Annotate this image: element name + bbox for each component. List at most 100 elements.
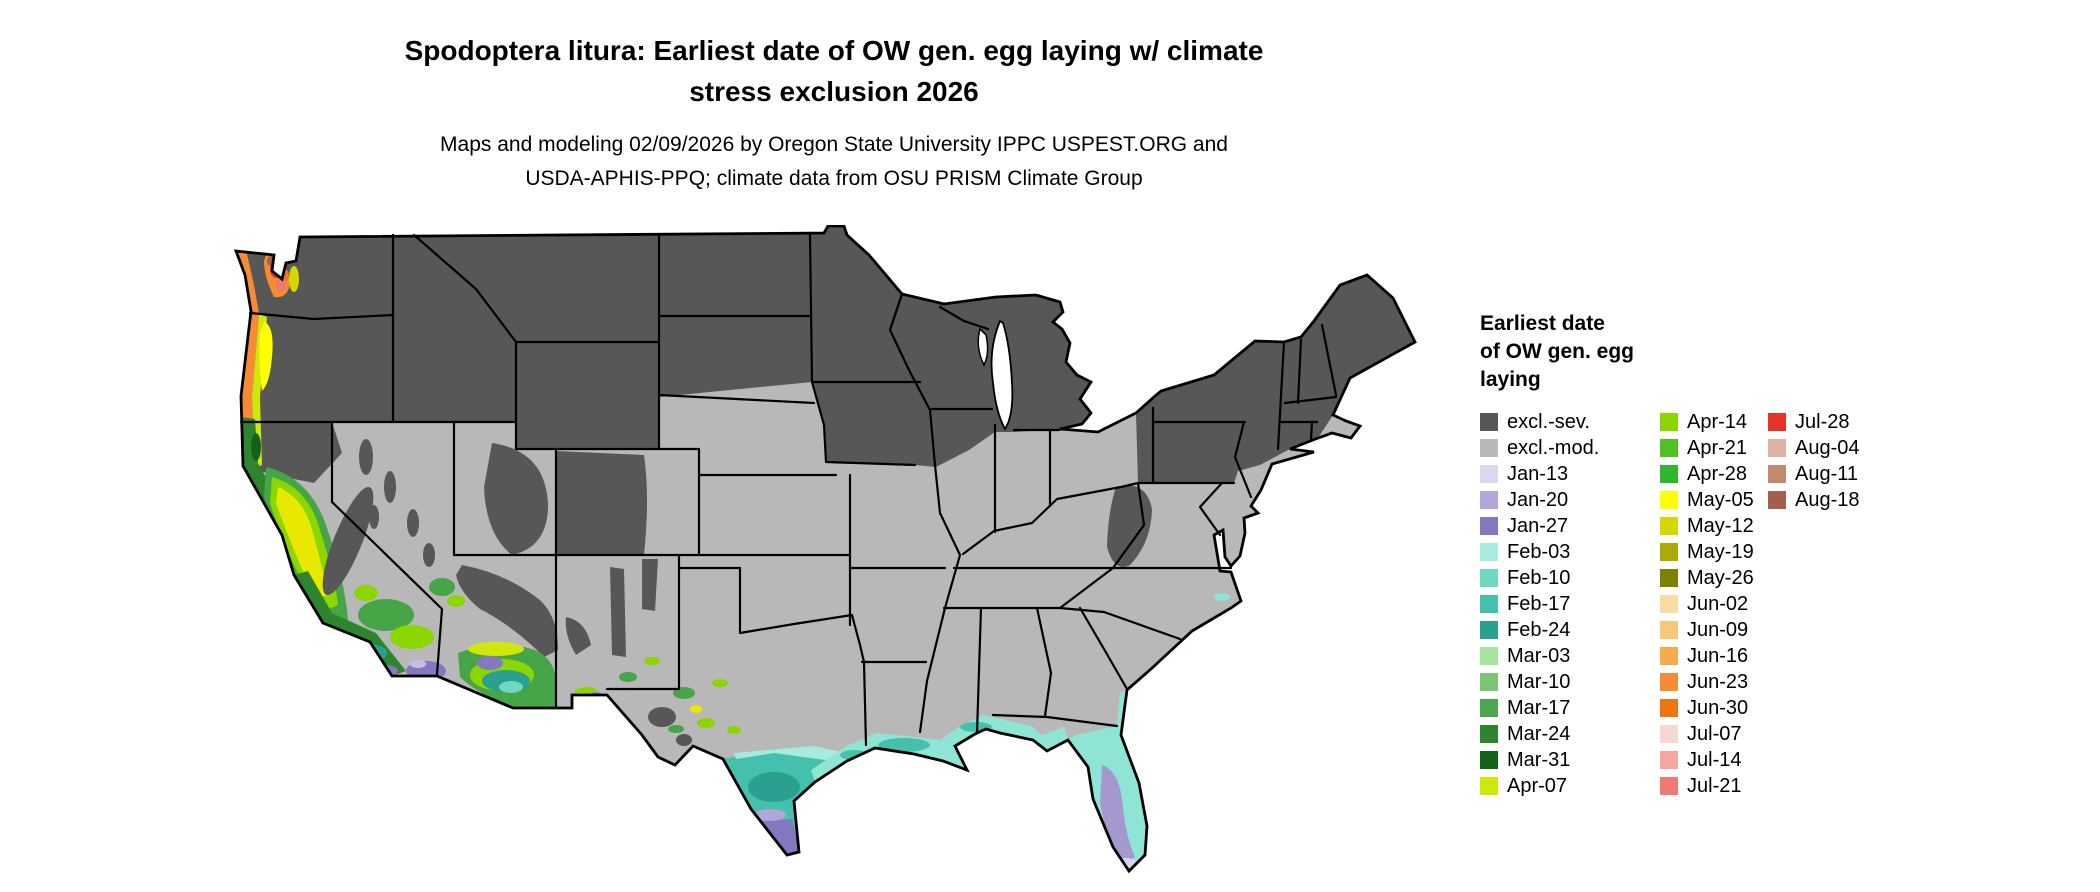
legend-swatch xyxy=(1480,673,1498,691)
legend-entry-label: Feb-10 xyxy=(1507,566,1571,589)
legend-swatch xyxy=(1660,413,1678,431)
patch-new-mexico-south-4 xyxy=(589,699,605,707)
legend-entry-label: Mar-24 xyxy=(1507,722,1571,745)
patch-puget-yellow-fringe xyxy=(289,266,299,292)
legend-swatch xyxy=(1480,751,1498,769)
legend-entry-label: Mar-10 xyxy=(1507,670,1571,693)
legend-swatch xyxy=(1768,413,1786,431)
patch-west-texas-3 xyxy=(712,679,728,687)
legend-entry: Feb-24 xyxy=(1480,617,1660,643)
dark-terrain-patch-black-hills xyxy=(664,350,690,380)
legend-entry-label: Jul-21 xyxy=(1687,774,1742,797)
legend-entry-label: Jun-23 xyxy=(1687,670,1749,693)
dark-terrain-patch-nevada-2 xyxy=(384,471,396,503)
legend-swatch xyxy=(1660,621,1678,639)
legend-entry: Aug-18 xyxy=(1768,487,1868,513)
legend-swatch xyxy=(1480,439,1498,457)
legend-entry-label: Mar-17 xyxy=(1507,696,1571,719)
legend-entry-label: excl.-sev. xyxy=(1507,410,1590,433)
patch-phoenix-purple xyxy=(477,656,503,670)
legend-entry: Jan-27 xyxy=(1480,513,1660,539)
legend-entry: Mar-03 xyxy=(1480,643,1660,669)
great-lakes xyxy=(977,319,1014,431)
legend-entry: May-12 xyxy=(1660,513,1768,539)
legend-entry: May-05 xyxy=(1660,487,1768,513)
legend-columns: excl.-sev. excl.-mod. Jan-13 Jan-20 Jan-27 Fe… xyxy=(1480,409,1880,799)
region-excluded-severe-northeast xyxy=(1136,275,1415,483)
patch-willamette-yellow xyxy=(259,321,273,391)
legend-entry: excl.-sev. xyxy=(1480,409,1660,435)
legend-column: Jul-28 Aug-04 Aug-11 Aug-18 xyxy=(1768,409,1868,513)
legend-entry: Jan-20 xyxy=(1480,487,1660,513)
legend-swatch xyxy=(1768,491,1786,509)
legend-swatch xyxy=(1480,465,1498,483)
legend: Earliest date of OW gen. egg laying excl… xyxy=(1480,310,1880,799)
region-colorado-rockies-dark xyxy=(556,451,647,555)
patch-new-mexico-south-2 xyxy=(619,672,637,682)
patch-south-texas-cyan-fringe xyxy=(734,746,859,763)
legend-entry: Mar-31 xyxy=(1480,747,1660,773)
state-borders-west xyxy=(239,233,928,747)
legend-swatch xyxy=(1660,777,1678,795)
legend-swatch xyxy=(1480,777,1498,795)
legend-entry-label: Jun-02 xyxy=(1687,592,1749,615)
patch-owens-chartreuse xyxy=(354,585,378,601)
legend-title-line-3: laying xyxy=(1480,368,1541,391)
region-sangre-de-cristo-dark xyxy=(642,559,658,611)
subtitle-line-2: USDA-APHIS-PPQ; climate data from OSU PR… xyxy=(525,167,1143,190)
patch-puget-salmon xyxy=(276,278,286,292)
region-excluded-severe-north xyxy=(236,226,1091,483)
legend-entry-label: Mar-03 xyxy=(1507,644,1571,667)
legend-entry: Feb-10 xyxy=(1480,565,1660,591)
patch-nc-sound-cyan xyxy=(1214,593,1230,601)
legend-entry-label: Apr-21 xyxy=(1687,436,1748,459)
patch-arizona-chartreuse-fringe xyxy=(468,642,524,656)
legend-entry: Feb-03 xyxy=(1480,539,1660,565)
patch-rio-grande-valley-purple xyxy=(762,819,800,854)
legend-swatch xyxy=(1660,543,1678,561)
legend-entry-label: Jun-09 xyxy=(1687,618,1749,641)
legend-swatch xyxy=(1480,725,1498,743)
legend-entry: Mar-17 xyxy=(1480,695,1660,721)
legend-swatch xyxy=(1660,491,1678,509)
legend-swatch xyxy=(1480,647,1498,665)
patch-central-valley-yellow-core xyxy=(276,487,328,597)
patch-coast-darkgreen-1 xyxy=(251,433,261,461)
legend-entry-label: Jun-16 xyxy=(1687,644,1749,667)
legend-entry-label: Mar-31 xyxy=(1507,748,1571,771)
legend-entry-label: Jan-13 xyxy=(1507,462,1569,485)
patch-south-texas-lavender xyxy=(754,809,786,821)
legend-entry: Apr-28 xyxy=(1660,461,1768,487)
dark-terrain-patch-nevada-1 xyxy=(359,439,373,475)
legend-entry-label: excl.-mod. xyxy=(1507,436,1600,459)
patch-west-texas-4 xyxy=(668,725,684,733)
legend-swatch xyxy=(1480,491,1498,509)
dark-terrain-patch-nevada-5 xyxy=(423,543,435,567)
legend-entry-label: Aug-11 xyxy=(1795,462,1859,485)
legend-entry: Aug-11 xyxy=(1768,461,1868,487)
dark-terrain-patch-davis-mountains xyxy=(648,707,676,727)
legend-entry-label: Feb-24 xyxy=(1507,618,1571,641)
legend-entry-label: Jan-20 xyxy=(1507,488,1569,511)
patch-imperial-lavender xyxy=(410,660,426,668)
legend-swatch xyxy=(1660,725,1678,743)
legend-swatch xyxy=(1768,465,1786,483)
patch-south-nevada-green xyxy=(429,578,455,596)
legend-entry: Jun-16 xyxy=(1660,643,1768,669)
legend-entry-label: Feb-17 xyxy=(1507,592,1571,615)
legend-entry-label: Apr-14 xyxy=(1687,410,1748,433)
dark-terrain-patch-nevada-3 xyxy=(407,509,419,537)
patch-new-mexico-south-3 xyxy=(644,657,660,665)
legend-entry-label: Jul-14 xyxy=(1687,748,1742,771)
patch-west-texas-2 xyxy=(697,718,715,728)
state-borders-southeast xyxy=(848,323,1338,735)
legend-swatch xyxy=(1480,413,1498,431)
legend-entry: Jul-07 xyxy=(1660,721,1768,747)
us-map-container xyxy=(214,225,1454,885)
legend-entry: Jun-30 xyxy=(1660,695,1768,721)
legend-entry: Jun-02 xyxy=(1660,591,1768,617)
legend-entry-label: May-19 xyxy=(1687,540,1754,563)
legend-entry: Jun-23 xyxy=(1660,669,1768,695)
legend-swatch xyxy=(1660,465,1678,483)
legend-swatch xyxy=(1480,569,1498,587)
